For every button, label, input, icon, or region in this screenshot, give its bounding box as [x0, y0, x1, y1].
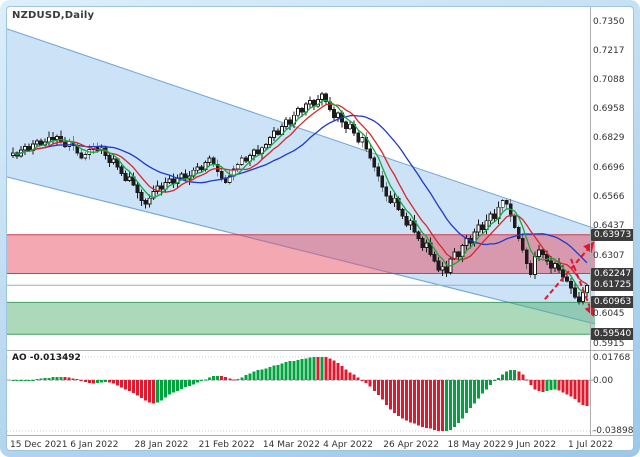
support-zone[interactable] — [7, 301, 595, 335]
panel-separator[interactable] — [7, 435, 633, 436]
ma-slow-line — [12, 114, 588, 264]
price-axis-separator — [590, 7, 591, 436]
resistance-zone[interactable] — [7, 234, 595, 275]
chart-canvas[interactable] — [7, 7, 634, 451]
symbol-timeframe-label: NZDUSD,Daily — [12, 10, 95, 21]
ao-indicator-label: AO -0.013492 — [12, 353, 81, 363]
chart-area[interactable]: NZDUSD,Daily AO -0.013492 0.7350 0.7217 0.… — [6, 6, 634, 451]
panel-separator[interactable] — [7, 350, 633, 351]
ao-histogram — [11, 357, 589, 431]
descending-channel[interactable] — [7, 28, 596, 325]
ma-fast-line — [12, 99, 588, 294]
forecast-arrows[interactable] — [544, 241, 595, 317]
